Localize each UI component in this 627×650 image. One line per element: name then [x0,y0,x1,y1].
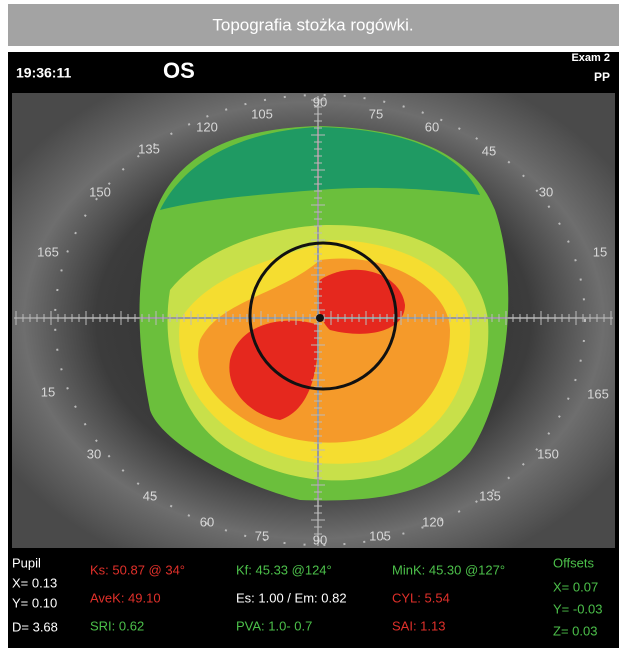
axis-label: 15 [41,384,55,399]
stat: MinK: 45.30 @127° [392,562,505,577]
axis-label: 120 [196,119,218,134]
mode: PP [594,70,610,84]
eye: OS [163,58,195,83]
axis-label: 90 [313,532,327,547]
pupil-circle [248,241,398,391]
topography-image: 90 105 120 135 150 165 75 60 45 30 15 15… [12,93,615,548]
stat: SAI: 1.13 [392,618,445,633]
axis-label: 15 [593,244,607,259]
axis-label: 30 [87,446,101,461]
center-dot [316,314,324,322]
axis-label: 45 [482,143,496,158]
stat: D= 3.68 [12,619,58,634]
axis-label: 165 [37,244,59,259]
stat: Es: 1.00 / Em: 0.82 [236,590,347,605]
map-teal [160,127,480,210]
stat: Y= 0.10 [12,595,57,610]
axis-label: 60 [425,119,439,134]
stats-panel: Pupil X= 0.13 Y= 0.10 D= 3.68 Ks: 50.87 … [12,555,603,638]
stat: Z= 0.03 [553,623,597,638]
axis-label: 75 [369,106,383,121]
axis-label: 120 [422,514,444,529]
title-bar [8,4,619,46]
stat: Ks: 50.87 @ 34° [90,562,185,577]
stat: Offsets [553,555,594,570]
axis-label: 135 [479,488,501,503]
time: 19:36:11 [16,65,71,81]
axis-label: 150 [89,184,111,199]
exam: Exam 2 [571,52,610,64]
stat: AveK: 49.10 [90,590,161,605]
stat: SRI: 0.62 [90,618,144,633]
axis-label: 60 [200,514,214,529]
axis-label: 150 [537,446,559,461]
axis-label: 90 [313,94,327,109]
axis-label: 135 [138,141,160,156]
stat: CYL: 5.54 [392,590,450,605]
degree-ring [54,94,586,546]
axis-label: 30 [539,184,553,199]
axis-label: 45 [143,488,157,503]
stat: Kf: 45.33 @124° [236,562,332,577]
axis-label: 105 [251,106,273,121]
stat: Y= -0.03 [553,601,603,616]
stat: PVA: 1.0- 0.7 [236,618,312,633]
axis-ticks [15,99,612,542]
title: Topografia stożka rogówki. [212,15,413,34]
axis-label: 165 [587,386,609,401]
axis-label: 75 [255,528,269,543]
stat: X= 0.13 [12,575,57,590]
stat: X= 0.07 [553,579,598,594]
axis-label: 105 [369,528,391,543]
stat: Pupil [12,555,41,570]
